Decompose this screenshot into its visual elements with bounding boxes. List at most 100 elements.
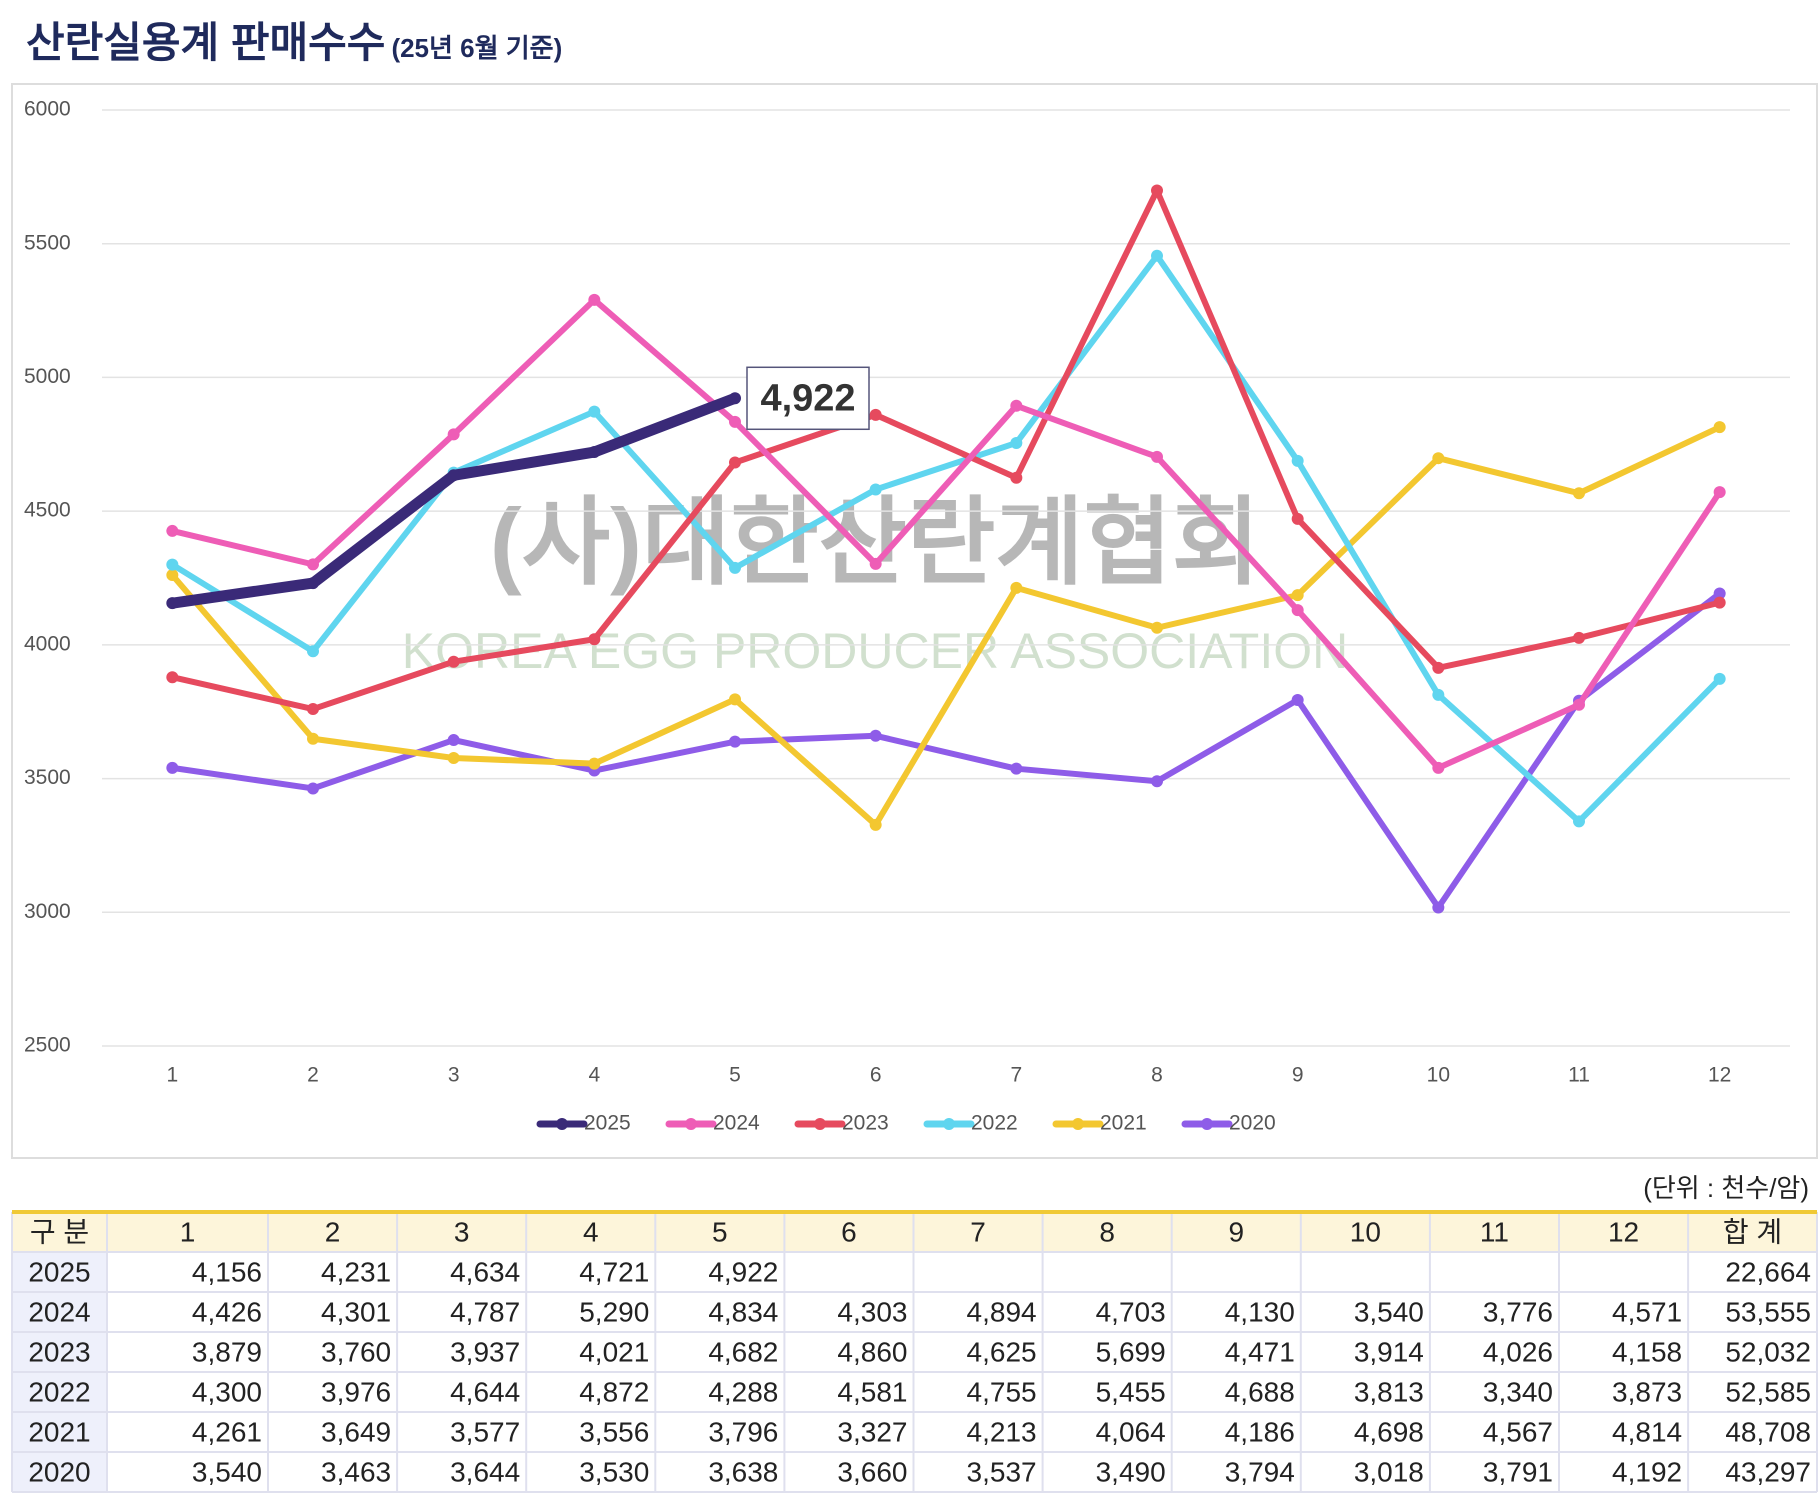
y-tick-label: 5500 <box>24 231 71 254</box>
point <box>447 751 460 764</box>
table-cell: 4,698 <box>1354 1416 1424 1447</box>
legend-label: 2021 <box>1100 1112 1147 1135</box>
table-header-cell: 5 <box>712 1216 728 1247</box>
table-cell: 4,026 <box>1483 1336 1553 1367</box>
series-line <box>169 187 1723 713</box>
point <box>729 415 741 428</box>
table-cell: 3,937 <box>450 1336 520 1367</box>
point <box>1291 512 1304 525</box>
table-cell: 3,644 <box>450 1456 520 1487</box>
legend-dot <box>1201 1118 1213 1130</box>
table-cell: 4,064 <box>1096 1416 1166 1447</box>
table-cell: 3,791 <box>1483 1456 1553 1487</box>
point <box>1432 688 1445 701</box>
point <box>1573 487 1585 500</box>
y-tick-label: 6000 <box>24 98 71 121</box>
table-cell: 4,755 <box>967 1376 1037 1407</box>
legend-dot <box>556 1118 568 1130</box>
table-cell: 4,021 <box>579 1336 649 1367</box>
table-cell: 4,922 <box>708 1256 778 1287</box>
table-cell: 4,625 <box>967 1336 1037 1367</box>
table-header-cell: 2 <box>325 1216 341 1247</box>
value-label: 4,922 <box>760 377 855 419</box>
table-cell: 43,297 <box>1725 1456 1811 1487</box>
table-cell: 3,490 <box>1096 1456 1166 1487</box>
table-cell: 4,682 <box>708 1336 778 1367</box>
point <box>307 703 319 716</box>
point <box>1151 621 1163 634</box>
point <box>166 558 179 571</box>
point <box>307 782 319 795</box>
point <box>1010 581 1023 594</box>
table-cell: 2024 <box>28 1296 90 1327</box>
point <box>869 483 882 496</box>
x-tick-label: 7 <box>1010 1064 1022 1087</box>
table-cell: 2025 <box>28 1256 90 1287</box>
point <box>166 524 179 537</box>
point <box>1713 672 1726 685</box>
table-cell: 4,567 <box>1483 1416 1553 1447</box>
table-header-cell: 3 <box>454 1216 470 1247</box>
table-header-cell: 구 분 <box>30 1216 89 1247</box>
x-tick-label: 1 <box>166 1064 178 1087</box>
point <box>1291 454 1304 467</box>
point <box>1432 761 1445 774</box>
legend-label: 2023 <box>842 1112 889 1135</box>
table-cell: 3,327 <box>837 1416 907 1447</box>
table-cell: 4,703 <box>1096 1296 1166 1327</box>
table-cell: 4,158 <box>1612 1336 1682 1367</box>
point <box>729 456 741 469</box>
table-cell: 4,301 <box>321 1296 391 1327</box>
point <box>869 729 882 742</box>
table-cell: 4,634 <box>450 1256 520 1287</box>
table-cell: 3,649 <box>321 1416 391 1447</box>
table-cell: 3,340 <box>1483 1376 1553 1407</box>
table-cell: 3,556 <box>579 1416 649 1447</box>
point <box>1432 661 1445 674</box>
table-cell: 4,834 <box>708 1296 778 1327</box>
point <box>1151 450 1163 463</box>
chart-frame <box>11 83 1818 1159</box>
table-cell: 3,776 <box>1483 1296 1553 1327</box>
point <box>869 557 882 570</box>
table-cell: 4,581 <box>837 1376 907 1407</box>
point <box>307 732 319 745</box>
table-header-cell: 6 <box>841 1216 857 1247</box>
point <box>1010 762 1023 775</box>
table-cell: 4,860 <box>837 1336 907 1367</box>
point <box>307 577 319 590</box>
table-cell: 53,555 <box>1725 1296 1811 1327</box>
table-cell: 5,455 <box>1096 1376 1166 1407</box>
table-cell: 4,471 <box>1225 1336 1295 1367</box>
x-tick-label: 11 <box>1568 1064 1590 1087</box>
point <box>166 671 179 684</box>
table-cell: 4,721 <box>579 1256 649 1287</box>
table-cell: 2020 <box>28 1456 90 1487</box>
point <box>1573 815 1585 828</box>
table-cell: 3,796 <box>708 1416 778 1447</box>
point <box>307 558 319 571</box>
table-cell: 3,638 <box>708 1456 778 1487</box>
series-line <box>169 424 1723 828</box>
table-cell: 3,540 <box>1354 1296 1424 1327</box>
table-cell: 5,699 <box>1096 1336 1166 1367</box>
point <box>869 818 882 831</box>
x-tick-label: 4 <box>588 1064 600 1087</box>
table-cell: 3,018 <box>1354 1456 1424 1487</box>
value-label-box <box>746 366 870 431</box>
table-unit: (단위 : 천수/암) <box>1643 1173 1809 1203</box>
table-cell: 2021 <box>28 1416 90 1447</box>
table-cell: 52,032 <box>1725 1336 1811 1367</box>
point <box>1573 698 1585 711</box>
table-header-cell: 9 <box>1228 1216 1244 1247</box>
y-tick-label: 3500 <box>24 766 71 789</box>
table-cell: 3,914 <box>1354 1336 1424 1367</box>
point <box>1432 452 1445 465</box>
x-tick-label: 2 <box>307 1064 319 1087</box>
table-cell: 48,708 <box>1725 1416 1811 1447</box>
table-cell: 2023 <box>28 1336 90 1367</box>
table-cell: 3,577 <box>450 1416 520 1447</box>
point <box>869 408 882 421</box>
table-cell: 3,537 <box>967 1456 1037 1487</box>
point <box>1291 693 1304 706</box>
